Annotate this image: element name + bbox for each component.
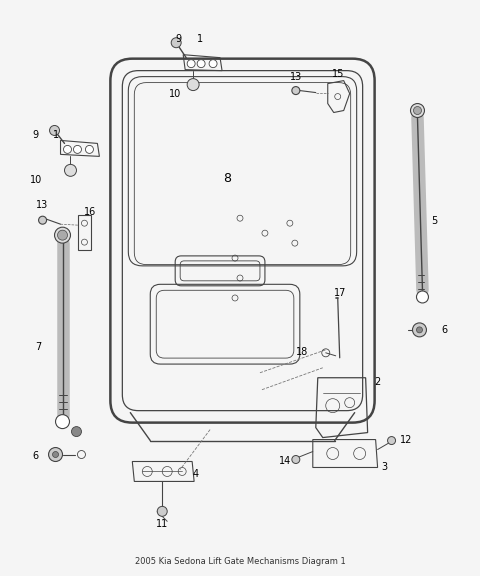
Text: 11: 11 [156,520,168,529]
Circle shape [52,452,59,457]
Text: 18: 18 [296,347,308,357]
Circle shape [292,456,300,464]
Circle shape [49,126,60,135]
Circle shape [209,60,217,67]
Circle shape [292,86,300,94]
Circle shape [63,145,72,153]
Text: 12: 12 [400,434,413,445]
Text: 16: 16 [84,207,96,217]
Text: 6: 6 [441,325,447,335]
Text: 13: 13 [36,200,48,210]
Text: 4: 4 [192,469,198,479]
Circle shape [410,104,424,118]
Circle shape [412,323,426,337]
Text: 7: 7 [36,342,42,352]
Circle shape [197,60,205,67]
Circle shape [187,60,195,67]
Circle shape [64,164,76,176]
Circle shape [48,448,62,461]
Text: 10: 10 [169,89,181,98]
Text: 1: 1 [52,130,59,141]
Circle shape [38,216,47,224]
Circle shape [73,145,82,153]
Circle shape [55,227,71,243]
Circle shape [187,78,199,90]
Text: 1: 1 [197,34,203,44]
Circle shape [72,427,82,437]
Circle shape [387,437,396,445]
Text: 10: 10 [29,175,42,185]
Text: 2005 Kia Sedona Lift Gate Mechanisms Diagram 1: 2005 Kia Sedona Lift Gate Mechanisms Dia… [134,557,346,566]
Circle shape [85,145,94,153]
Circle shape [417,291,429,303]
Text: 8: 8 [223,172,231,185]
Text: 15: 15 [332,69,344,78]
Text: 6: 6 [33,450,39,461]
Text: 5: 5 [432,216,438,226]
Text: 9: 9 [175,34,181,44]
Text: 17: 17 [334,288,346,298]
Text: 14: 14 [279,457,291,467]
Circle shape [171,37,181,48]
Text: 9: 9 [33,130,39,141]
Text: 3: 3 [382,463,388,472]
Circle shape [417,327,422,333]
Text: 2: 2 [374,377,381,386]
Circle shape [413,107,421,115]
Text: 13: 13 [290,71,302,82]
Circle shape [157,506,167,516]
Circle shape [56,415,70,429]
FancyBboxPatch shape [110,59,374,423]
Circle shape [58,230,68,240]
